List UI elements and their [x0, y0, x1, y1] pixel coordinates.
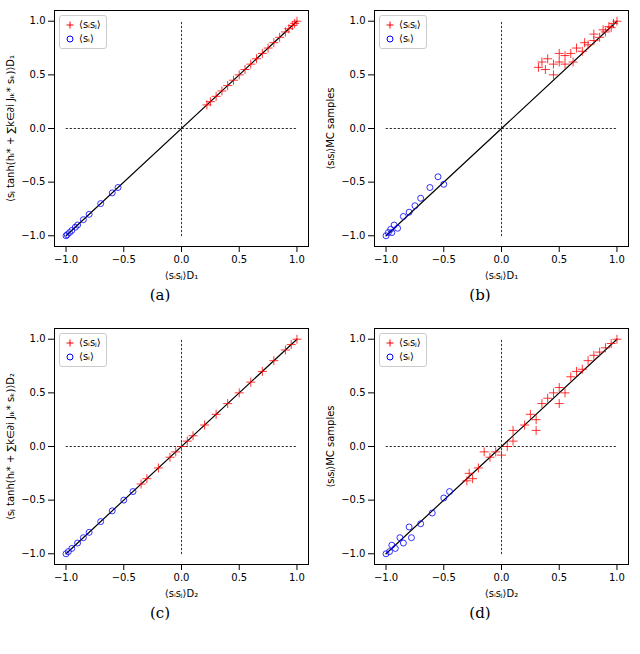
svg-text:⟨sᵢsⱼ⟩D₁: ⟨sᵢsⱼ⟩D₁ — [165, 270, 198, 281]
svg-text:0.0: 0.0 — [494, 254, 510, 265]
svg-text:0.0: 0.0 — [350, 123, 366, 134]
svg-text:0.0: 0.0 — [494, 572, 510, 583]
svg-text:−0.5: −0.5 — [112, 254, 136, 265]
svg-text:0.5: 0.5 — [30, 69, 46, 80]
svg-text:0.5: 0.5 — [231, 572, 247, 583]
html-text:⟨sᵢsⱼ⟩: ⟨sᵢsⱼ⟩ — [399, 337, 421, 348]
svg-text:0.5: 0.5 — [30, 387, 46, 398]
svg-text:−1.0: −1.0 — [54, 254, 78, 265]
svg-text:1.0: 1.0 — [609, 254, 625, 265]
svg-text:−1.0: −1.0 — [374, 254, 398, 265]
svg-text:0.0: 0.0 — [174, 572, 190, 583]
html-text:⟨sᵢsⱼ⟩: ⟨sᵢsⱼ⟩ — [79, 337, 101, 348]
svg-text:−0.5: −0.5 — [21, 176, 45, 187]
svg-text:−0.5: −0.5 — [432, 572, 456, 583]
html-text:⟨sᵢ⟩: ⟨sᵢ⟩ — [79, 33, 94, 44]
svg-text:−1.0: −1.0 — [341, 230, 365, 241]
svg-text:1.0: 1.0 — [350, 15, 366, 26]
svg-text:0.0: 0.0 — [30, 441, 46, 452]
svg-text:−1.0: −1.0 — [341, 548, 365, 559]
svg-text:1.0: 1.0 — [30, 15, 46, 26]
svg-text:−0.5: −0.5 — [341, 176, 365, 187]
html-text:(c): (c) — [149, 604, 170, 622]
svg-text:⟨sᵢsⱼ⟩MC samples: ⟨sᵢsⱼ⟩MC samples — [325, 405, 336, 487]
svg-text:−1.0: −1.0 — [21, 230, 45, 241]
html-text:(b): (b) — [469, 286, 491, 304]
svg-text:⟨sᵢsⱼ⟩D₂: ⟨sᵢsⱼ⟩D₂ — [165, 588, 198, 599]
svg-text:⟨sⱼ tanh(hᵢ* + ∑k∈∂i Jᵢₖ* sₖ)⟩: ⟨sⱼ tanh(hᵢ* + ∑k∈∂i Jᵢₖ* sₖ)⟩D₁ — [5, 55, 16, 202]
html-text:(a): (a) — [149, 286, 171, 304]
svg-text:0.0: 0.0 — [30, 123, 46, 134]
html-text:⟨sᵢ⟩: ⟨sᵢ⟩ — [399, 351, 414, 362]
svg-text:0.5: 0.5 — [350, 69, 366, 80]
svg-text:⟨sᵢsⱼ⟩D₁: ⟨sᵢsⱼ⟩D₁ — [485, 270, 518, 281]
svg-text:0.0: 0.0 — [350, 441, 366, 452]
html-text:⟨sᵢ⟩: ⟨sᵢ⟩ — [79, 351, 94, 362]
svg-text:⟨sⱼ tanh(hᵢ* + ∑k∈∂i Jᵢₖ* sₖ)⟩: ⟨sⱼ tanh(hᵢ* + ∑k∈∂i Jᵢₖ* sₖ)⟩D₂ — [5, 373, 16, 520]
svg-text:0.5: 0.5 — [231, 254, 247, 265]
svg-text:−0.5: −0.5 — [21, 494, 45, 505]
svg-text:−0.5: −0.5 — [432, 254, 456, 265]
svg-text:⟨sᵢsⱼ⟩MC samples: ⟨sᵢsⱼ⟩MC samples — [325, 87, 336, 169]
svg-text:0.5: 0.5 — [551, 572, 567, 583]
html-text:⟨sᵢsⱼ⟩: ⟨sᵢsⱼ⟩ — [399, 19, 421, 30]
html-text:⟨sᵢ⟩: ⟨sᵢ⟩ — [399, 33, 414, 44]
html-text:⟨sᵢsⱼ⟩: ⟨sᵢsⱼ⟩ — [79, 19, 101, 30]
svg-text:−1.0: −1.0 — [374, 572, 398, 583]
svg-text:1.0: 1.0 — [30, 333, 46, 344]
svg-text:1.0: 1.0 — [609, 572, 625, 583]
svg-text:1.0: 1.0 — [350, 333, 366, 344]
html-text:(d): (d) — [469, 604, 491, 622]
svg-text:−0.5: −0.5 — [112, 572, 136, 583]
svg-text:0.5: 0.5 — [350, 387, 366, 398]
svg-text:⟨sᵢsⱼ⟩D₂: ⟨sᵢsⱼ⟩D₂ — [485, 588, 518, 599]
svg-text:−1.0: −1.0 — [54, 572, 78, 583]
svg-text:1.0: 1.0 — [289, 254, 305, 265]
svg-text:−1.0: −1.0 — [21, 548, 45, 559]
svg-text:1.0: 1.0 — [289, 572, 305, 583]
svg-text:0.5: 0.5 — [551, 254, 567, 265]
svg-text:0.0: 0.0 — [174, 254, 190, 265]
svg-text:−0.5: −0.5 — [341, 494, 365, 505]
